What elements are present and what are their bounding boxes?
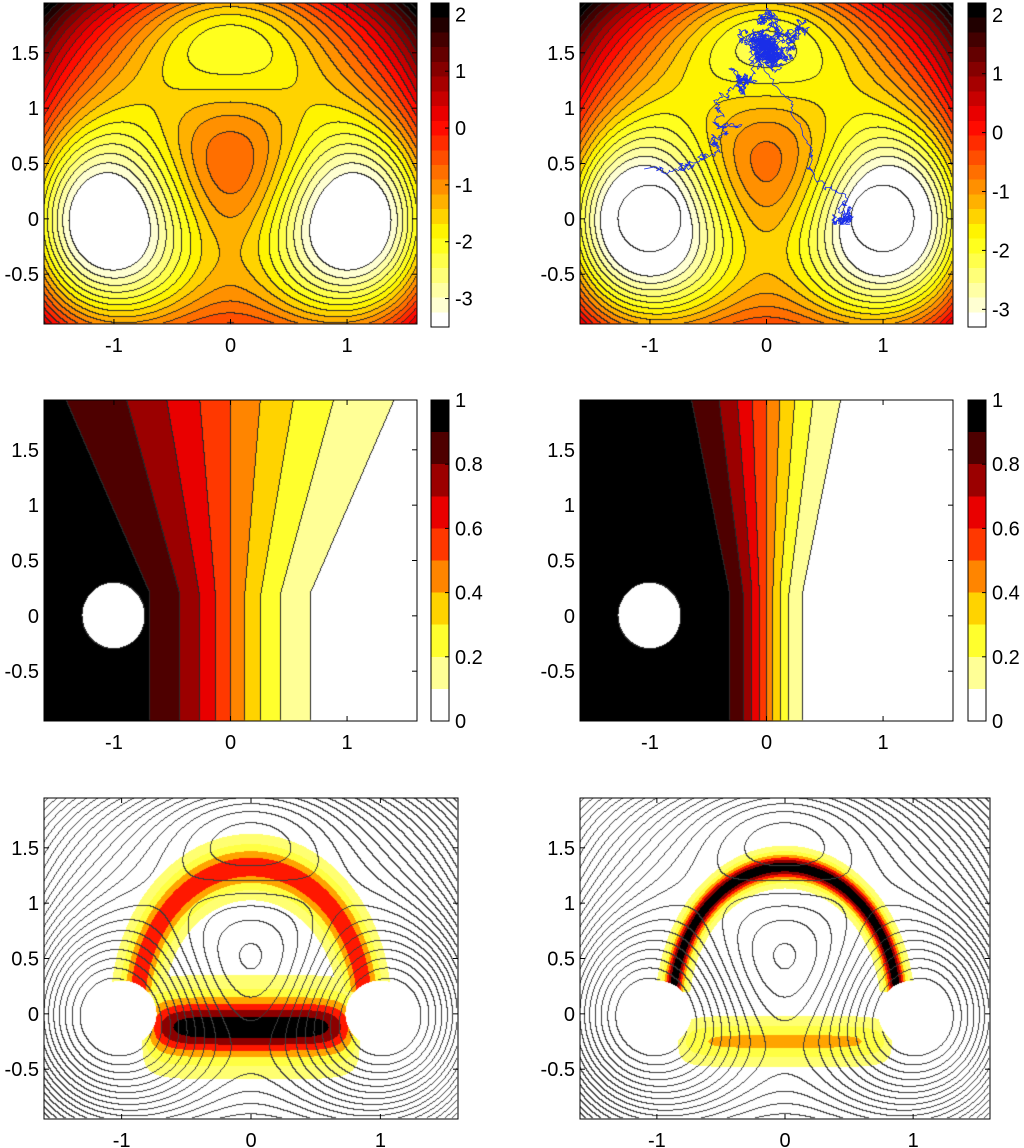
y-tick-label: 1.5 — [547, 838, 575, 860]
x-tick-label: 1 — [878, 732, 889, 754]
y-tick-label: 1 — [28, 98, 39, 120]
colorbar-tick-label: 1 — [455, 390, 466, 412]
colorbar-gradient — [430, 399, 450, 722]
x-tick-label: 0 — [779, 1130, 790, 1148]
x-tick-label: 1 — [342, 732, 353, 754]
panel-committor-1: -1 0 1 -0.5 0 0.5 1 1.5 0 0.2 0.4 0.6 0.8 1 — [5, 390, 483, 754]
x-tick-label: -1 — [648, 1130, 666, 1148]
colorbar: -3 -2 -1 0 1 2 — [430, 2, 473, 328]
x-tick-label: 0 — [225, 335, 236, 357]
y-tick-label: 0 — [564, 606, 575, 628]
y-tick-label: 0 — [28, 1004, 39, 1026]
colorbar-tick-label: -3 — [992, 299, 1010, 321]
y-tick-label: 0.5 — [11, 154, 39, 176]
colorbar-tick-label: 0.8 — [455, 454, 483, 476]
y-tick-label: 1 — [564, 495, 575, 517]
x-tick-label: -1 — [113, 1130, 131, 1148]
colorbar-tick-label: 2 — [992, 5, 1003, 27]
colorbar-tick-label: 0.6 — [455, 518, 483, 540]
y-tick-label: 0 — [28, 606, 39, 628]
colorbar-tick-label: 0.8 — [992, 454, 1020, 476]
trajectory-path — [644, 7, 854, 226]
y-tick-label: 1 — [28, 893, 39, 915]
y-tick-label: 0.5 — [547, 949, 575, 971]
colorbar-tick-label: 0.2 — [992, 647, 1020, 669]
y-tick-label: 0 — [28, 209, 39, 231]
y-tick-label: 1 — [28, 495, 39, 517]
x-tick-label: 0 — [761, 335, 772, 357]
y-tick-label: 1.5 — [11, 440, 39, 462]
y-tick-label: 1.5 — [547, 440, 575, 462]
x-tick-label: 1 — [908, 1130, 919, 1148]
y-tick-label: -0.5 — [541, 264, 575, 286]
y-tick-label: 1.5 — [11, 838, 39, 860]
colorbar-tick-label: 0 — [992, 711, 1003, 733]
colorbar-tick-label: 1 — [455, 61, 466, 83]
colorbar-tick-label: -2 — [992, 240, 1010, 262]
colorbar-tick-label: 0.2 — [455, 647, 483, 669]
colorbar-tick-label: 0.4 — [455, 583, 483, 605]
colorbar-tick-label: 0 — [992, 123, 1003, 145]
panel-potential: -1 0 1 -0.5 0 0.5 1 1.5 -3 -2 -1 0 1 2 — [5, 2, 473, 357]
y-tick-label: -0.5 — [5, 1059, 39, 1081]
x-tick-label: 1 — [878, 335, 889, 357]
colorbar-tick-label: -1 — [992, 182, 1010, 204]
y-tick-label: 0.5 — [547, 551, 575, 573]
x-tick-label: -1 — [105, 732, 123, 754]
heatmap-image — [580, 400, 953, 721]
colorbar-tick-label: -2 — [455, 232, 473, 254]
y-tick-label: 0.5 — [547, 154, 575, 176]
x-tick-label: -1 — [105, 335, 123, 357]
y-tick-label: -0.5 — [5, 264, 39, 286]
y-tick-label: 1.5 — [11, 43, 39, 65]
colorbar-tick-label: 0.6 — [992, 518, 1020, 540]
colorbar-tick-label: -3 — [455, 289, 473, 311]
y-tick-label: 0.5 — [11, 551, 39, 573]
colorbar: 0 0.2 0.4 0.6 0.8 1 — [430, 390, 483, 733]
y-tick-label: 1.5 — [547, 43, 575, 65]
heatmap-image — [44, 3, 417, 324]
heatmap-image — [44, 400, 417, 721]
x-tick-label: 0 — [761, 732, 772, 754]
panel-reactive-density-1: -1 0 1 -0.5 0 0.5 1 1.5 — [5, 797, 459, 1148]
y-tick-label: 0 — [564, 1004, 575, 1026]
colorbar-gradient — [967, 2, 987, 328]
y-tick-label: 1 — [564, 98, 575, 120]
colorbar: -3 -2 -1 0 1 2 — [967, 2, 1010, 328]
colorbar-tick-label: 0.4 — [992, 583, 1020, 605]
colorbar-tick-label: 1 — [992, 64, 1003, 86]
panel-reactive-density-2: -1 0 1 -0.5 0 0.5 1 1.5 — [541, 797, 991, 1148]
x-tick-label: -1 — [641, 732, 659, 754]
x-tick-label: -1 — [641, 335, 659, 357]
colorbar-gradient — [430, 2, 450, 328]
colorbar-tick-label: -1 — [455, 175, 473, 197]
y-tick-label: -0.5 — [541, 1059, 575, 1081]
panel-committor-2: -1 0 1 -0.5 0 0.5 1 1.5 0 0.2 0.4 0.6 0.8 1 — [541, 390, 1020, 754]
x-tick-label: 1 — [375, 1130, 386, 1148]
y-tick-label: 0.5 — [11, 949, 39, 971]
x-tick-label: 0 — [225, 732, 236, 754]
colorbar-tick-label: 2 — [455, 4, 466, 26]
x-tick-label: 1 — [342, 335, 353, 357]
colorbar-tick-label: 0 — [455, 711, 466, 733]
y-tick-label: -0.5 — [5, 661, 39, 683]
heatmap-image — [580, 798, 990, 1119]
colorbar-gradient — [967, 399, 987, 722]
heatmap-image — [44, 798, 458, 1119]
colorbar: 0 0.2 0.4 0.6 0.8 1 — [967, 390, 1020, 733]
y-tick-label: 0 — [564, 209, 575, 231]
y-tick-label: -0.5 — [541, 661, 575, 683]
y-tick-label: 1 — [564, 893, 575, 915]
colorbar-tick-label: 0 — [455, 118, 466, 140]
colorbar-tick-label: 1 — [992, 390, 1003, 412]
panel-potential-with-path: -1 0 1 -0.5 0 0.5 1 1.5 -3 -2 -1 0 1 2 — [541, 2, 1010, 357]
x-tick-label: 0 — [245, 1130, 256, 1148]
